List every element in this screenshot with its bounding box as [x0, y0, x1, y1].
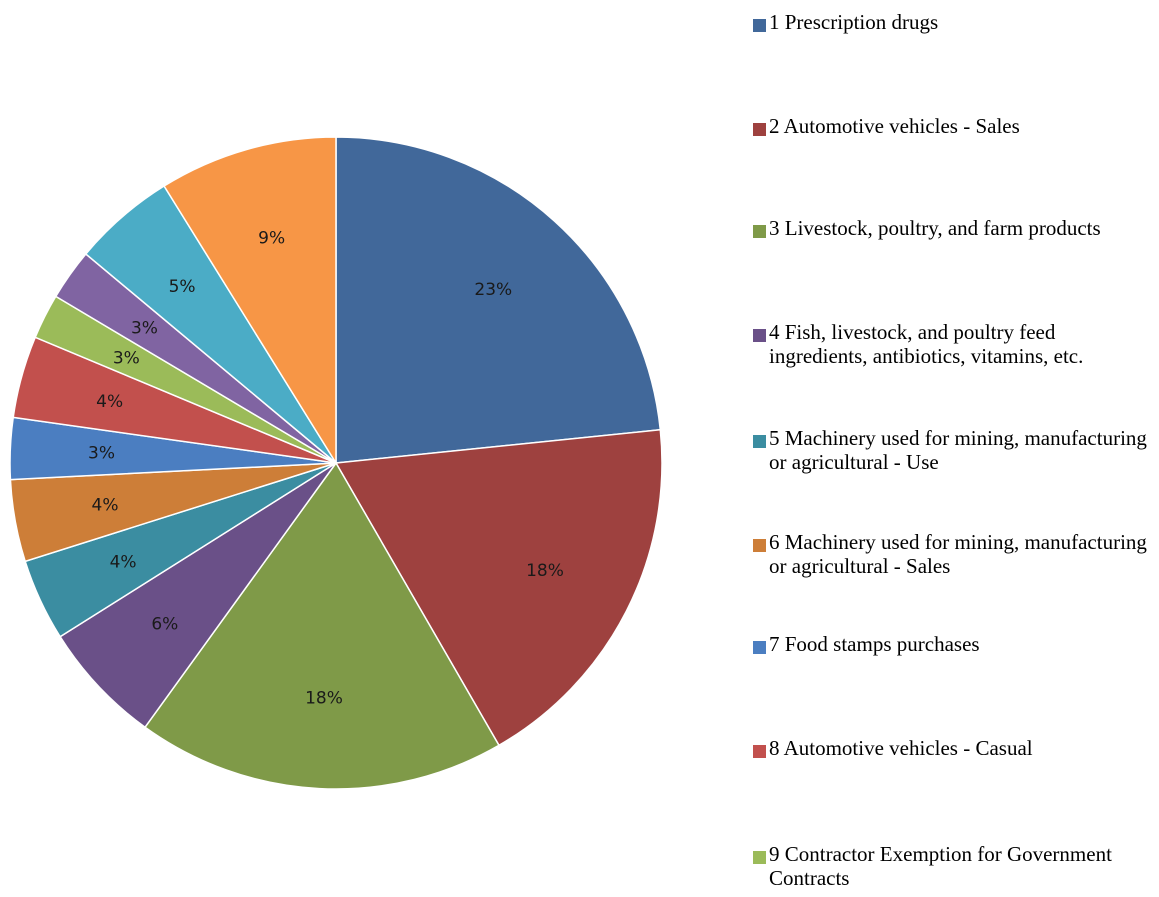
- pie-chart: 23% 18% 18% 6% 4% 4% 3% 4% 3% 3% 5% 9%: [9, 136, 663, 790]
- legend-label: 4 Fish, livestock, and poultry feed ingr…: [769, 320, 1084, 368]
- legend-item: 3 Livestock, poultry, and farm products: [753, 216, 1159, 240]
- slice-percent-label: 18%: [305, 688, 343, 708]
- slice-percent-label: 18%: [526, 561, 564, 581]
- slice-percent-label: 3%: [88, 444, 115, 464]
- legend-swatch: [753, 19, 766, 32]
- slice-percent-label: 4%: [110, 553, 137, 573]
- slice-percent-label: 3%: [131, 318, 158, 338]
- pie-slice-12: [163, 136, 337, 466]
- legend-swatch: [753, 225, 766, 238]
- legend-swatch: [753, 851, 766, 864]
- slice-percent-label: 5%: [169, 277, 196, 297]
- pie-slice-3: [144, 461, 501, 790]
- legend-item: 4 Fish, livestock, and poultry feed ingr…: [753, 320, 1159, 368]
- legend-swatch: [753, 539, 766, 552]
- legend-swatch: [753, 745, 766, 758]
- legend-label: 3 Livestock, poultry, and farm products: [769, 216, 1101, 240]
- legend-label: 6 Machinery used for mining, manufacturi…: [769, 530, 1147, 578]
- pie-chart-area: 23% 18% 18% 6% 4% 4% 3% 4% 3% 3% 5% 9%: [9, 136, 663, 790]
- legend-label: 5 Machinery used for mining, manufacturi…: [769, 426, 1147, 474]
- legend-item: 5 Machinery used for mining, manufacturi…: [753, 426, 1159, 474]
- legend-item: 1 Prescription drugs: [753, 10, 1159, 34]
- legend-label: 1 Prescription drugs: [769, 10, 939, 34]
- legend-label: 2 Automotive vehicles - Sales: [769, 114, 1020, 138]
- legend-item: 7 Food stamps purchases: [753, 632, 1159, 656]
- legend-item: 2 Automotive vehicles - Sales: [753, 114, 1159, 138]
- legend-label: 8 Automotive vehicles - Casual: [769, 736, 1033, 760]
- pie-slice-4: [59, 462, 337, 729]
- legend-label: 9 Contractor Exemption for Government Co…: [769, 842, 1112, 890]
- slice-percent-label: 4%: [92, 496, 119, 516]
- legend-item: 9 Contractor Exemption for Government Co…: [753, 842, 1159, 890]
- pie-slice-2: [334, 428, 663, 747]
- chart-legend: 1 Prescription drugs 2 Automotive vehicle…: [753, 0, 1159, 892]
- legend-item: 6 Machinery used for mining, manufacturi…: [753, 530, 1159, 578]
- slice-percent-label: 23%: [474, 280, 512, 300]
- slice-percent-label: 4%: [96, 392, 123, 412]
- slice-percent-label: 6%: [151, 615, 178, 635]
- legend-swatch: [753, 123, 766, 136]
- legend-swatch: [753, 329, 766, 342]
- legend-swatch: [753, 435, 766, 448]
- legend-item: 8 Automotive vehicles - Casual: [753, 736, 1159, 760]
- pie-slice-1: [335, 136, 662, 464]
- slice-percent-label: 9%: [258, 228, 285, 248]
- slice-percent-label: 3%: [113, 349, 140, 369]
- legend-label: 7 Food stamps purchases: [769, 632, 980, 656]
- legend-swatch: [753, 641, 766, 654]
